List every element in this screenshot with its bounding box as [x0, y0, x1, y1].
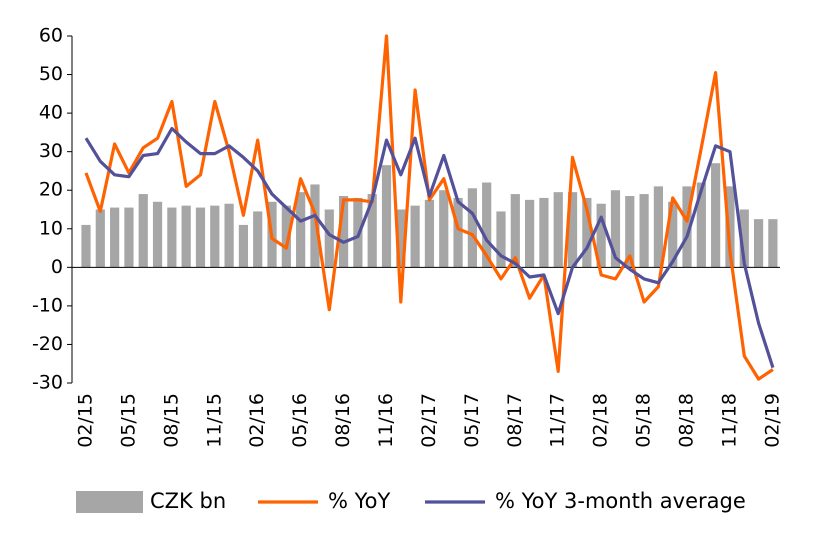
legend-label: % YoY 3-month average [495, 489, 746, 513]
bar [138, 194, 148, 268]
bar [453, 197, 463, 268]
y-tick-label: 0 [51, 256, 63, 278]
line [84, 126, 775, 369]
y-tick-label: 30 [39, 140, 63, 162]
bar [625, 196, 635, 268]
x-tick-label: 05/15 [117, 393, 139, 448]
x-tick-label: 11/17 [547, 393, 569, 448]
bar [639, 194, 649, 268]
bar [424, 199, 435, 268]
bar [381, 165, 392, 268]
bar [396, 209, 406, 268]
x-tick-label: 08/16 [332, 393, 354, 448]
x-tick-label: 11/16 [375, 393, 397, 448]
bar [281, 205, 291, 268]
bar [482, 182, 492, 268]
bar [210, 205, 220, 268]
bar [525, 199, 535, 268]
x-tick-label: 02/15 [75, 393, 97, 448]
line [84, 34, 774, 381]
bar [653, 186, 663, 268]
x-tick-label: 05/16 [289, 393, 311, 448]
bar [110, 207, 120, 268]
bar [682, 186, 692, 268]
y-tick-label: 60 [39, 25, 63, 47]
y-tick-label: 20 [39, 179, 63, 201]
x-tick-label: 11/15 [203, 393, 225, 448]
bar [539, 197, 549, 268]
bar [224, 203, 234, 268]
bar [167, 207, 177, 268]
bar [253, 211, 263, 268]
bar [768, 219, 778, 268]
y-tick-label: -20 [32, 333, 63, 355]
bar [496, 211, 506, 268]
y-tick-label: 40 [39, 102, 63, 124]
bar [439, 190, 449, 268]
bar [582, 197, 592, 268]
x-tick-label: 08/17 [504, 393, 526, 448]
y-tick-label: 10 [39, 217, 63, 239]
bar [739, 209, 749, 268]
bar [124, 207, 134, 268]
y-tick-label: -30 [32, 372, 63, 394]
bar [467, 188, 477, 268]
bar [296, 192, 306, 268]
bar [596, 203, 606, 268]
bar [610, 190, 621, 268]
y-tick-label: -10 [32, 294, 63, 316]
bar [152, 201, 163, 268]
bar [310, 184, 320, 268]
y-tick-label: 50 [39, 63, 63, 85]
bar [567, 192, 578, 268]
x-tick-label: 02/18 [590, 393, 612, 448]
bar [367, 194, 377, 268]
bar [711, 163, 721, 268]
bar [696, 182, 706, 268]
legend-label: CZK bn [150, 489, 226, 513]
bar [238, 224, 249, 268]
x-tick-label: 08/18 [676, 393, 698, 448]
x-tick-label: 05/18 [633, 393, 655, 448]
x-tick-label: 08/15 [160, 393, 182, 448]
bar [81, 224, 91, 268]
bar [410, 205, 420, 268]
bar [753, 219, 764, 268]
x-tick-label: 02/16 [246, 393, 268, 448]
x-tick-label: 02/17 [418, 393, 440, 448]
bar [553, 192, 563, 268]
legend-swatch [76, 491, 143, 513]
bar [181, 205, 191, 268]
bar [338, 196, 349, 268]
x-tick-label: 02/19 [761, 393, 783, 448]
legend-label: % YoY [328, 489, 391, 513]
bar [725, 186, 735, 268]
x-tick-label: 05/17 [461, 393, 483, 448]
bar [510, 194, 520, 268]
bar [195, 207, 206, 268]
bar [324, 209, 334, 268]
bar [95, 209, 105, 268]
bar [668, 201, 678, 268]
x-tick-label: 11/18 [718, 393, 740, 448]
